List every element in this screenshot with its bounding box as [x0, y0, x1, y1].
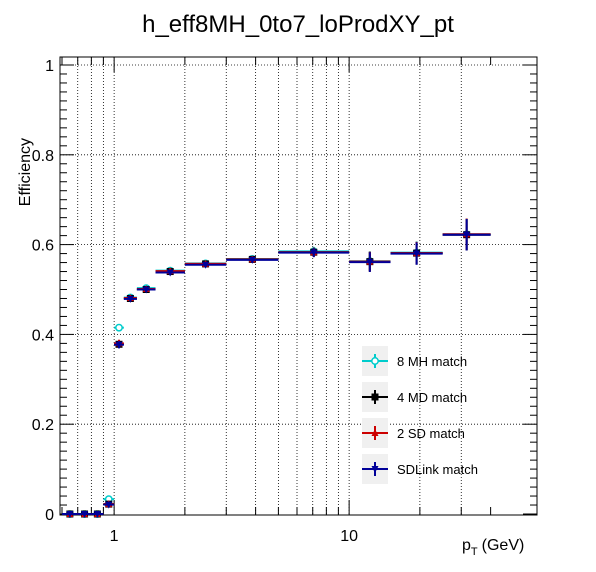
data-point — [310, 249, 318, 257]
legend-label: 8 MH match — [397, 354, 467, 369]
plot-frame — [59, 56, 538, 516]
y-tick-label: 0.2 — [32, 417, 54, 434]
y-tick-label: 0 — [45, 507, 54, 524]
data-point — [366, 259, 374, 267]
series-3 — [62, 219, 491, 518]
y-tick-label: 0.8 — [32, 148, 54, 165]
data-point — [463, 231, 471, 239]
series-group — [62, 218, 491, 518]
data-point — [115, 323, 123, 332]
data-point — [126, 295, 134, 303]
data-point — [93, 511, 101, 518]
legend-marker — [371, 393, 379, 401]
legend-marker — [371, 429, 379, 436]
x-tick-label: 1 — [110, 528, 119, 545]
data-point — [66, 511, 74, 518]
data-point — [202, 261, 210, 269]
y-tick-label: 0.4 — [32, 327, 54, 344]
y-axis-ticks: 0 0.2 0.4 0.6 0.8 1 — [32, 58, 537, 524]
legend-marker — [371, 357, 379, 365]
data-point — [115, 341, 123, 349]
legend-label: 2 SD match — [397, 426, 465, 441]
x-axis-label-main: p — [462, 537, 471, 554]
legend-label: 4 MD match — [397, 390, 467, 405]
legend-marker — [371, 466, 379, 473]
x-axis-label-unit: (GeV) — [482, 537, 525, 554]
x-tick-label: 10 — [340, 528, 358, 545]
data-point — [413, 250, 421, 258]
y-tick-label: 1 — [45, 58, 54, 75]
data-point — [81, 511, 89, 518]
x-axis-label-sub: T — [471, 546, 478, 558]
data-point — [166, 269, 174, 277]
chart-title: h_eff8MH_0to7_loProdXY_pt — [142, 11, 454, 38]
data-point — [142, 286, 150, 294]
grid — [60, 57, 537, 515]
data-point — [248, 256, 256, 264]
legend-label: SDLink match — [397, 462, 478, 477]
y-axis-label: Efficiency — [17, 138, 34, 206]
data-point — [105, 501, 113, 509]
legend: 8 MH match 4 MD match 2 SD match SDLink mat… — [362, 346, 478, 484]
x-axis-label: pT (GeV) — [462, 537, 524, 558]
x-axis-ticks: 1 10 — [61, 57, 492, 545]
y-tick-label: 0.6 — [32, 238, 54, 255]
